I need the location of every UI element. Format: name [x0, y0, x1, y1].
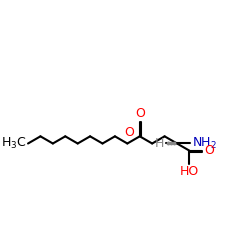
- Text: O: O: [204, 144, 214, 157]
- Text: O: O: [135, 107, 145, 120]
- Text: HO: HO: [180, 166, 199, 178]
- Text: H$_3$C: H$_3$C: [0, 136, 26, 151]
- Text: O: O: [125, 126, 134, 139]
- Text: NH$_2$: NH$_2$: [192, 136, 217, 151]
- Text: H: H: [154, 137, 164, 150]
